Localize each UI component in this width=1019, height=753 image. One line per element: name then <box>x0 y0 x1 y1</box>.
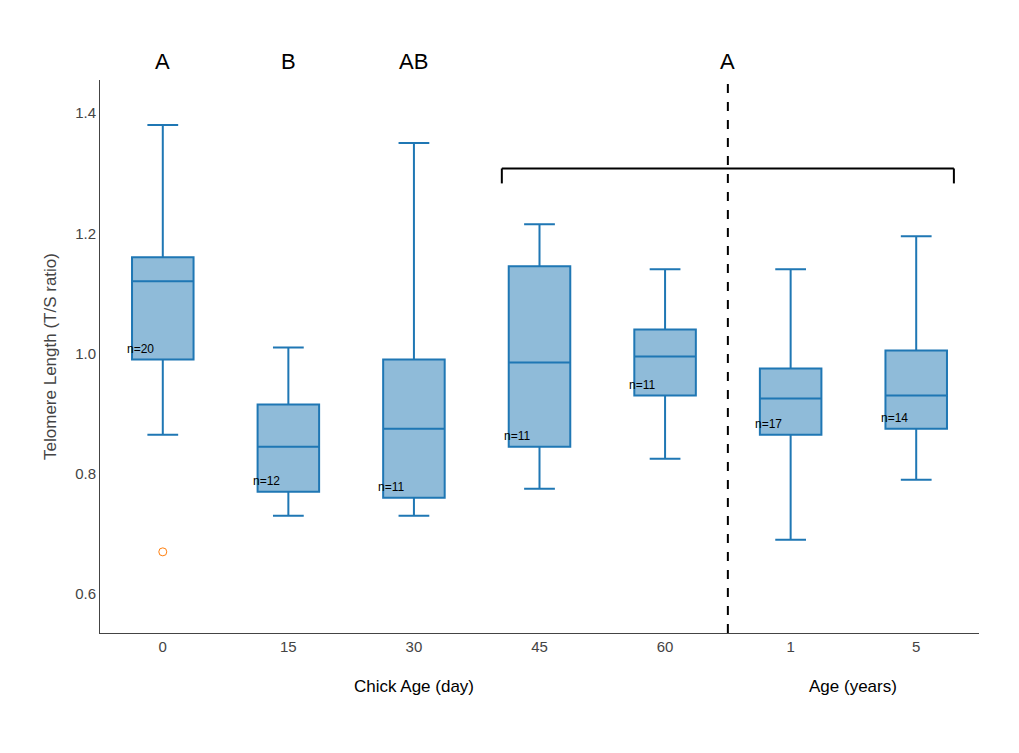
svg-text:45: 45 <box>531 638 548 655</box>
svg-text:0: 0 <box>159 638 167 655</box>
svg-text:B: B <box>281 49 296 74</box>
svg-text:n=20: n=20 <box>127 342 154 356</box>
svg-text:15: 15 <box>280 638 297 655</box>
svg-text:0.6: 0.6 <box>75 585 96 602</box>
svg-text:A: A <box>155 49 170 74</box>
svg-text:Chick Age (day): Chick Age (day) <box>354 677 474 696</box>
svg-text:n=11: n=11 <box>504 429 530 443</box>
svg-text:1: 1 <box>786 638 794 655</box>
svg-text:0.8: 0.8 <box>75 465 96 482</box>
svg-text:Age (years): Age (years) <box>809 677 897 696</box>
svg-text:Telomere Length (T/S ratio): Telomere Length (T/S ratio) <box>41 253 60 460</box>
svg-text:A: A <box>720 49 735 74</box>
svg-text:n=17: n=17 <box>755 417 782 431</box>
svg-text:60: 60 <box>657 638 674 655</box>
svg-text:30: 30 <box>406 638 423 655</box>
svg-text:n=14: n=14 <box>881 411 908 425</box>
svg-text:1.0: 1.0 <box>75 345 96 362</box>
svg-text:1.2: 1.2 <box>75 225 96 242</box>
svg-text:5: 5 <box>912 638 920 655</box>
svg-text:n=12: n=12 <box>253 474 280 488</box>
svg-text:n=11: n=11 <box>629 378 655 392</box>
svg-text:n=11: n=11 <box>378 480 404 494</box>
svg-text:AB: AB <box>399 49 428 74</box>
svg-text:1.4: 1.4 <box>75 104 96 121</box>
